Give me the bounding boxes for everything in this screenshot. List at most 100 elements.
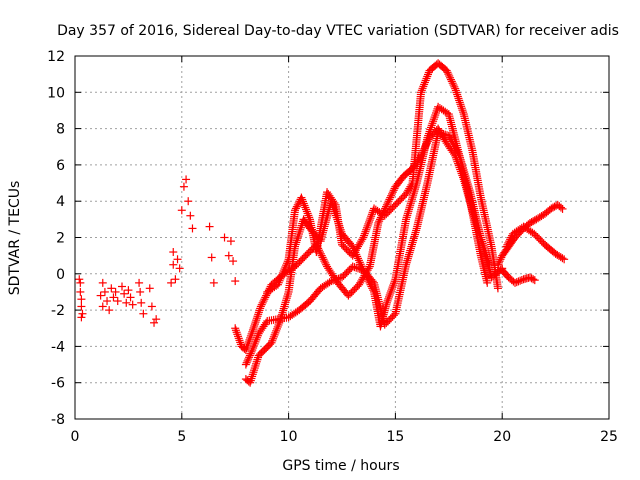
data-point: [276, 274, 285, 283]
data-point: [321, 258, 330, 267]
data-point: [514, 277, 523, 286]
data-point: [443, 68, 452, 77]
data-point: [274, 278, 283, 287]
data-point: [420, 78, 429, 87]
data-point: [256, 304, 265, 313]
data-point: [428, 119, 437, 128]
data-point: [387, 287, 396, 296]
series-evening-branches: [493, 200, 569, 287]
data-point: [282, 294, 291, 303]
data-point: [274, 320, 283, 329]
y-tick-label: 0: [56, 267, 65, 283]
data-point: [246, 333, 255, 342]
data-point: [278, 268, 287, 277]
data-point: [384, 294, 393, 303]
series-trace-d: [263, 59, 502, 296]
data-point: [282, 259, 291, 268]
data-point: [279, 306, 288, 315]
data-point: [360, 267, 369, 276]
data-point: [458, 106, 467, 115]
data-point: [382, 202, 391, 211]
data-point: [300, 201, 309, 210]
data-point: [224, 251, 233, 260]
chart-title: Day 357 of 2016, Sidereal Day-to-day VTE…: [57, 23, 619, 39]
data-point: [299, 199, 308, 208]
data-point: [254, 353, 263, 362]
data-point: [387, 191, 396, 200]
data-point: [386, 289, 395, 298]
data-point: [247, 347, 256, 356]
data-point: [366, 214, 375, 223]
data-point: [251, 337, 260, 346]
data-point: [389, 281, 398, 290]
data-point: [319, 255, 328, 264]
data-point: [280, 265, 289, 274]
data-point: [556, 203, 565, 212]
data-point: [506, 235, 515, 244]
data-point: [558, 204, 567, 213]
data-point: [231, 324, 240, 333]
data-point: [229, 257, 238, 266]
data-point: [495, 257, 504, 266]
data-point: [270, 330, 279, 339]
data-point: [365, 218, 374, 227]
data-point: [295, 227, 304, 236]
y-axis-title: SDTVAR / TECUs: [7, 181, 23, 296]
x-tick-label: 15: [386, 429, 404, 445]
data-point: [120, 289, 129, 298]
data-point: [244, 339, 253, 348]
data-point: [76, 278, 85, 287]
y-tick-label: -8: [51, 412, 65, 428]
data-points: [75, 59, 569, 387]
data-point: [248, 327, 257, 336]
data-point: [96, 291, 105, 300]
data-point: [77, 295, 86, 304]
data-point: [425, 127, 434, 136]
data-point: [283, 292, 292, 301]
x-axis-title: GPS time / hours: [282, 458, 399, 474]
data-point: [457, 104, 466, 113]
data-point: [169, 248, 178, 257]
data-point: [507, 233, 516, 242]
data-point: [382, 298, 391, 307]
data-point: [366, 280, 375, 289]
data-point: [453, 90, 462, 99]
data-point: [139, 309, 148, 318]
data-point: [281, 263, 290, 272]
y-tick-label: 4: [56, 194, 65, 210]
data-point: [493, 260, 502, 269]
data-point: [173, 255, 182, 264]
data-point: [279, 304, 288, 313]
data-point: [117, 282, 126, 291]
series-trace-c: [241, 102, 492, 387]
data-point: [253, 333, 262, 342]
data-point: [298, 195, 307, 204]
data-point: [367, 210, 376, 219]
data-point: [273, 322, 282, 331]
data-point: [455, 96, 464, 105]
data-point: [258, 298, 267, 307]
data-point: [457, 102, 466, 111]
data-point: [362, 271, 371, 280]
data-point: [248, 370, 257, 379]
data-point: [429, 117, 438, 126]
data-point: [327, 277, 336, 286]
data-point: [388, 188, 397, 197]
data-point: [383, 296, 392, 305]
data-point: [320, 257, 329, 266]
data-point: [244, 355, 253, 364]
data-point: [272, 324, 281, 333]
data-point: [496, 255, 505, 264]
data-point: [100, 287, 109, 296]
data-point: [441, 130, 450, 139]
data-point: [107, 284, 116, 293]
data-point: [445, 133, 454, 142]
data-point: [431, 108, 440, 117]
data-point: [249, 368, 258, 377]
data-point: [448, 79, 457, 88]
data-point: [530, 276, 539, 285]
data-point: [254, 310, 263, 319]
data-point: [449, 81, 458, 90]
data-point: [296, 223, 305, 232]
data-point: [332, 275, 341, 284]
